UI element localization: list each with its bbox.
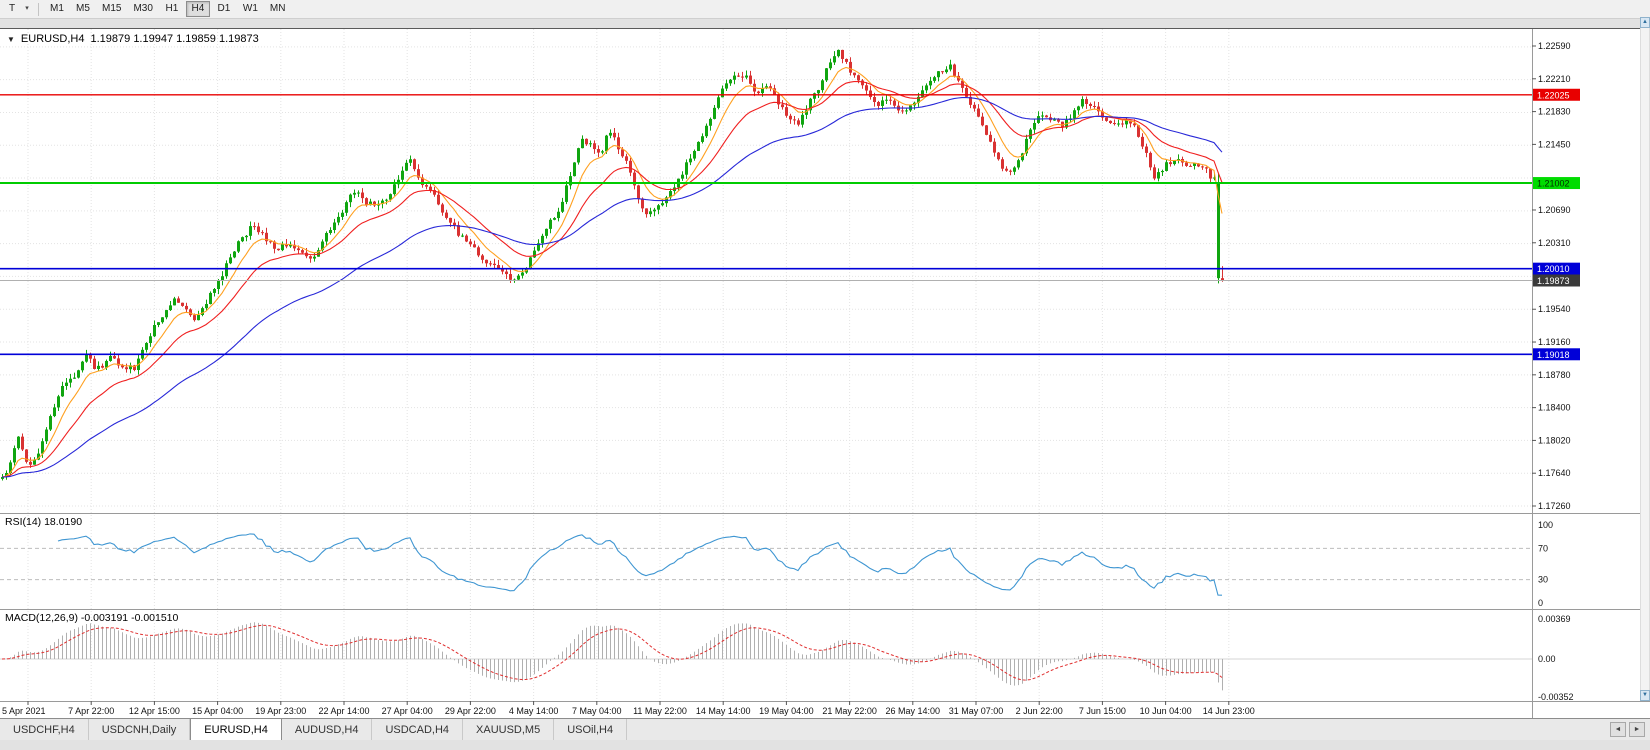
- toolbar-separator: [38, 2, 39, 16]
- svg-text:12 Apr 15:00: 12 Apr 15:00: [129, 706, 180, 716]
- svg-text:4 May 14:00: 4 May 14:00: [509, 706, 559, 716]
- svg-text:1.20690: 1.20690: [1538, 205, 1571, 215]
- timeframe-m30-button[interactable]: M30: [128, 1, 157, 17]
- scrollbar-track[interactable]: [1640, 28, 1650, 690]
- chart-canvas[interactable]: 1.22590 1.22210 1.21830 1.21450 1.20690 1.203…: [0, 29, 1650, 719]
- svg-text:7 May 04:00: 7 May 04:00: [572, 706, 622, 716]
- svg-text:1.21002: 1.21002: [1537, 179, 1570, 189]
- chart-tab-usdchf-h4[interactable]: USDCHF,H4: [0, 719, 89, 740]
- svg-text:1.18400: 1.18400: [1538, 403, 1571, 413]
- svg-text:-0.00352: -0.00352: [1538, 692, 1574, 702]
- timeframe-m1-button[interactable]: M1: [45, 1, 69, 17]
- svg-text:1.19873: 1.19873: [1537, 276, 1570, 286]
- svg-text:31 May 07:00: 31 May 07:00: [949, 706, 1004, 716]
- scroll-up-icon[interactable]: ▲: [1640, 17, 1650, 28]
- svg-text:1.21450: 1.21450: [1538, 139, 1571, 149]
- svg-text:1.22590: 1.22590: [1538, 41, 1571, 51]
- chart-window: 1.22590 1.22210 1.21830 1.21450 1.20690 1.203…: [0, 28, 1650, 719]
- svg-text:30: 30: [1538, 575, 1548, 585]
- chart-tab-usdcad-h4[interactable]: USDCAD,H4: [372, 719, 464, 740]
- svg-text:1.22025: 1.22025: [1537, 90, 1570, 100]
- timeframe-m15-button[interactable]: M15: [97, 1, 126, 17]
- tabs-scroll-right-icon[interactable]: ►: [1629, 722, 1645, 737]
- symbol-tab-bar: USDCHF,H4 USDCNH,Daily EURUSD,H4 AUDUSD,H4 U…: [0, 718, 1650, 740]
- templates-dropdown-icon[interactable]: ▾: [21, 1, 33, 17]
- svg-text:7 Jun 15:00: 7 Jun 15:00: [1079, 706, 1126, 716]
- chart-symbol-label: ▼ EURUSD,H4 1.19879 1.19947 1.19859 1.19…: [7, 33, 259, 45]
- timeframe-h1-button[interactable]: H1: [160, 1, 184, 17]
- macd-indicator-label: MACD(12,26,9) -0.003191 -0.001510: [5, 612, 179, 624]
- collapse-chart-icon[interactable]: ▼: [7, 34, 15, 44]
- timeframe-mn-button[interactable]: MN: [265, 1, 291, 17]
- svg-text:22 Apr 14:00: 22 Apr 14:00: [318, 706, 369, 716]
- timeframe-m5-button[interactable]: M5: [71, 1, 95, 17]
- timeframe-h4-button[interactable]: H4: [185, 1, 210, 17]
- svg-text:10 Jun 04:00: 10 Jun 04:00: [1140, 706, 1192, 716]
- svg-text:1.20010: 1.20010: [1537, 264, 1570, 274]
- tabs-scroll-left-icon[interactable]: ◄: [1610, 722, 1626, 737]
- svg-text:1.17260: 1.17260: [1538, 501, 1571, 511]
- svg-text:26 May 14:00: 26 May 14:00: [886, 706, 941, 716]
- svg-text:15 Apr 04:00: 15 Apr 04:00: [192, 706, 243, 716]
- timeframe-w1-button[interactable]: W1: [238, 1, 263, 17]
- svg-text:70: 70: [1538, 543, 1548, 553]
- svg-text:29 Apr 22:00: 29 Apr 22:00: [445, 706, 496, 716]
- svg-text:1.20310: 1.20310: [1538, 238, 1571, 248]
- svg-text:1.17640: 1.17640: [1538, 468, 1571, 478]
- scroll-down-icon[interactable]: ▼: [1640, 690, 1650, 701]
- svg-text:1.18020: 1.18020: [1538, 435, 1571, 445]
- svg-text:1.19018: 1.19018: [1537, 350, 1570, 360]
- chart-tab-usoil-h4[interactable]: USOil,H4: [554, 719, 628, 740]
- svg-text:2 Jun 22:00: 2 Jun 22:00: [1016, 706, 1063, 716]
- svg-text:14 Jun 23:00: 14 Jun 23:00: [1203, 706, 1255, 716]
- svg-text:1.19540: 1.19540: [1538, 304, 1571, 314]
- svg-text:1.19160: 1.19160: [1538, 337, 1571, 347]
- svg-text:0: 0: [1538, 598, 1543, 608]
- svg-text:1.21830: 1.21830: [1538, 107, 1571, 117]
- svg-text:1.22210: 1.22210: [1538, 74, 1571, 84]
- svg-text:19 Apr 23:00: 19 Apr 23:00: [255, 706, 306, 716]
- svg-text:14 May 14:00: 14 May 14:00: [696, 706, 751, 716]
- chart-tab-xauusd-m5[interactable]: XAUUSD,M5: [463, 719, 555, 740]
- symbol-period-label: EURUSD,H4: [20, 33, 85, 45]
- timeframe-d1-button[interactable]: D1: [212, 1, 236, 17]
- svg-text:1.18780: 1.18780: [1538, 370, 1571, 380]
- svg-text:21 May 22:00: 21 May 22:00: [822, 706, 877, 716]
- chart-tab-audusd-h4[interactable]: AUDUSD,H4: [282, 719, 373, 740]
- ohlc-values: 1.19879 1.19947 1.19859 1.19873: [90, 33, 259, 45]
- svg-text:11 May 22:00: 11 May 22:00: [633, 706, 687, 716]
- svg-text:19 May 04:00: 19 May 04:00: [759, 706, 814, 716]
- svg-text:0.00369: 0.00369: [1538, 614, 1571, 624]
- svg-text:27 Apr 04:00: 27 Apr 04:00: [382, 706, 433, 716]
- tab-list: USDCHF,H4 USDCNH,Daily EURUSD,H4 AUDUSD,H4 U…: [0, 719, 628, 740]
- tab-scroll-buttons: ◄ ►: [1610, 719, 1650, 740]
- svg-text:7 Apr 22:00: 7 Apr 22:00: [68, 706, 114, 716]
- chart-tab-usdcnh-daily[interactable]: USDCNH,Daily: [89, 719, 191, 740]
- top-toolbar: T ▾ M1 M5 M15 M30 H1 H4 D1 W1 MN: [0, 0, 1650, 19]
- timeframe-button-group: M1 M5 M15 M30 H1 H4 D1 W1 MN: [44, 1, 291, 17]
- chart-tab-eurusd-h4[interactable]: EURUSD,H4: [190, 719, 282, 740]
- svg-text:0.00: 0.00: [1538, 654, 1556, 664]
- templates-button[interactable]: T: [3, 1, 21, 17]
- svg-text:5 Apr 2021: 5 Apr 2021: [2, 706, 46, 716]
- vertical-scrollbar[interactable]: ▲ ▼: [1640, 17, 1650, 701]
- svg-text:100: 100: [1538, 520, 1553, 530]
- rsi-indicator-label: RSI(14) 18.0190: [5, 516, 83, 528]
